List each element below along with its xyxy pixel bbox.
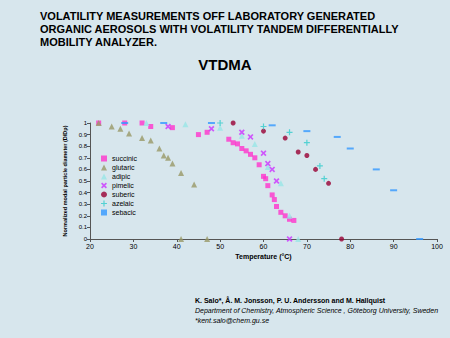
svg-text:*kent.salo@chem.gu.se: *kent.salo@chem.gu.se <box>195 317 269 325</box>
svg-text:MOBILITY ANALYZER.: MOBILITY ANALYZER. <box>40 36 157 48</box>
svg-text:20: 20 <box>86 243 94 250</box>
svg-text:K. Salo*, Å. M. Jonsson, P. U.: K. Salo*, Å. M. Jonsson, P. U. Andersson… <box>195 296 386 305</box>
svg-text:0.1: 0.1 <box>79 224 88 230</box>
svg-text:Temperature (°C): Temperature (°C) <box>235 253 291 261</box>
svg-text:60: 60 <box>260 243 268 250</box>
svg-text:VTDMA: VTDMA <box>198 56 251 73</box>
svg-text:0.3: 0.3 <box>79 201 88 207</box>
svg-text:Department of Chemistry, Atmos: Department of Chemistry, Atmospheric Sci… <box>195 307 438 315</box>
svg-text:VOLATILITY MEASUREMENTS OFF LA: VOLATILITY MEASUREMENTS OFF LABORATORY G… <box>40 10 378 22</box>
svg-text:0.6: 0.6 <box>79 166 88 172</box>
svg-text:1: 1 <box>84 120 88 126</box>
svg-text:pimelic: pimelic <box>112 182 134 190</box>
svg-text:ORGANIC AEROSOLS WITH VOLATILI: ORGANIC AEROSOLS WITH VOLATILITY TANDEM … <box>40 23 401 35</box>
svg-text:50: 50 <box>216 243 224 250</box>
svg-text:0: 0 <box>84 236 88 242</box>
svg-text:0.4: 0.4 <box>79 190 88 196</box>
svg-text:90: 90 <box>390 243 398 250</box>
svg-text:succinic: succinic <box>112 155 137 162</box>
svg-text:0.9: 0.9 <box>79 132 88 138</box>
svg-text:sebacic: sebacic <box>112 209 136 216</box>
svg-text:azelaic: azelaic <box>112 200 134 207</box>
svg-text:30: 30 <box>129 243 137 250</box>
svg-text:70: 70 <box>303 243 311 250</box>
svg-text:suberic: suberic <box>112 191 135 198</box>
svg-text:80: 80 <box>346 243 354 250</box>
svg-text:0.7: 0.7 <box>79 155 88 161</box>
svg-text:0.5: 0.5 <box>79 178 88 184</box>
svg-text:100: 100 <box>431 243 443 250</box>
svg-text:40: 40 <box>173 243 181 250</box>
svg-text:adipic: adipic <box>112 173 131 181</box>
svg-text:glutaric: glutaric <box>112 164 135 172</box>
svg-text:0.2: 0.2 <box>79 213 88 219</box>
svg-text:0.8: 0.8 <box>79 143 88 149</box>
svg-text:Normalized modal particle diam: Normalized modal particle diameter (D/Dp… <box>62 125 68 236</box>
